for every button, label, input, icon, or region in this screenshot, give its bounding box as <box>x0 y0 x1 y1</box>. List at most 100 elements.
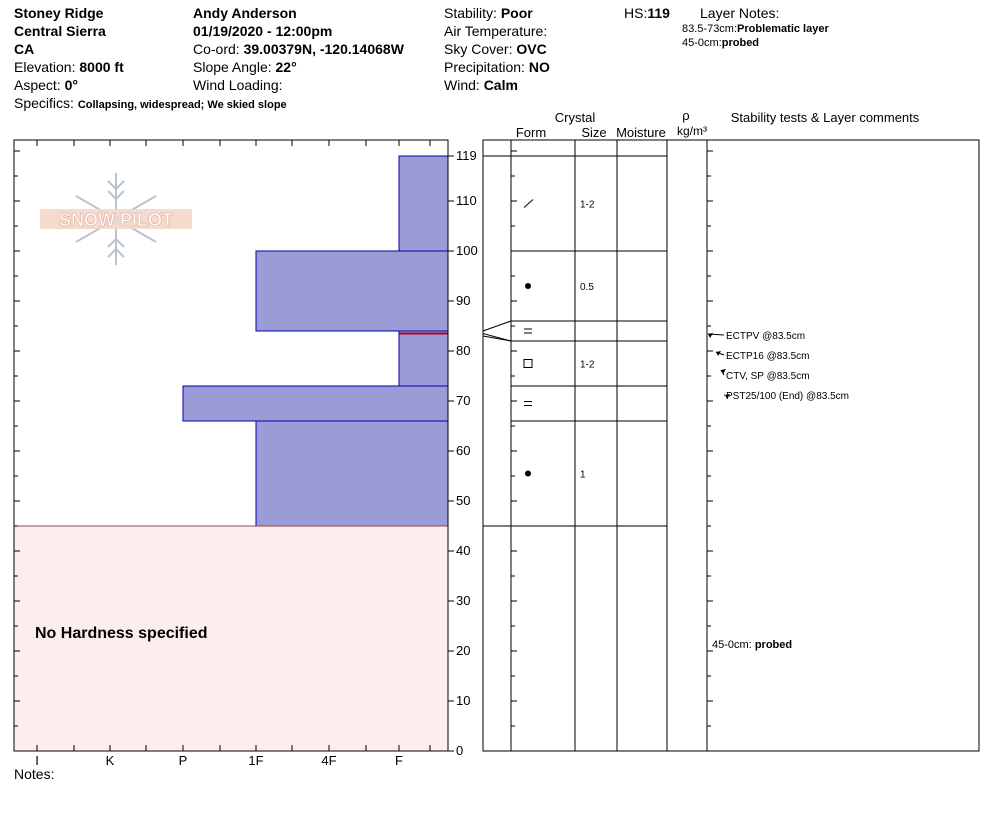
hardness-ticks <box>14 140 431 752</box>
coord-label: Co-ord: <box>193 41 240 57</box>
wind-loading: Wind Loading: <box>193 76 283 94</box>
depth-label: 80 <box>456 343 470 358</box>
hardness-scale-label: 1F <box>248 753 263 768</box>
layer-note-1: 83.5-73cm:Problematic layer <box>682 22 829 36</box>
hardness-layers <box>182 155 449 527</box>
aspect-label: Aspect: <box>14 77 61 93</box>
layer-comment-range: 45-0cm: <box>712 639 752 651</box>
stability-test-label: ECTP16 @83.5cm <box>726 351 810 362</box>
depth-label: 20 <box>456 643 470 658</box>
crystal-form-slash <box>523 199 534 208</box>
stability-label: Stability: <box>444 5 497 21</box>
hardness-layer <box>398 333 449 387</box>
sky-label: Sky Cover: <box>444 41 513 57</box>
elevation: Elevation: 8000 ft <box>14 58 124 76</box>
layer-note-range: 45-0cm: <box>682 37 722 49</box>
hardness-scale-label: I <box>35 753 39 768</box>
slope-angle: Slope Angle: 22° <box>193 58 297 76</box>
layer-note-text: Problematic layer <box>737 23 829 35</box>
depth-label: 110 <box>456 193 477 208</box>
precip-value: NO <box>528 59 550 75</box>
depth-label: 119 <box>456 148 477 163</box>
precipitation: Precipitation: NO <box>444 58 550 76</box>
crystal-size: 0.5 <box>580 282 594 293</box>
hardness-scale-label: K <box>106 753 115 768</box>
stability-test-label: PST25/100 (End) @83.5cm <box>726 391 849 402</box>
arrow-head-icon <box>725 394 730 399</box>
specifics: Specifics: Collapsing, widespread; We sk… <box>14 94 287 114</box>
hardness-chart-frame <box>13 139 449 752</box>
precip-label: Precipitation: <box>444 59 525 75</box>
hardness-layer <box>182 385 449 422</box>
depth-axis: 0 10 20 30 40 50 60 70 80 90 100 110 119 <box>448 148 478 758</box>
arrow-head-icon <box>721 369 726 374</box>
column-dividers <box>510 140 708 751</box>
air-temperature: Air Temperature: <box>444 22 547 40</box>
layer-note-text: probed <box>721 37 760 49</box>
layer-boundaries <box>482 155 667 527</box>
depth-label: 60 <box>456 443 470 458</box>
wind-label: Wind: <box>444 77 480 93</box>
depth-label: 10 <box>456 693 470 708</box>
rho-header: ρ <box>682 108 689 123</box>
depth-label: 90 <box>456 293 470 308</box>
datetime: 01/19/2020 - 12:00pm <box>193 23 333 39</box>
crystal-header: Crystal <box>555 110 596 125</box>
hardness-scale-label: 4F <box>321 753 336 768</box>
crystal-panel-frame <box>482 139 980 752</box>
arrow-head-icon <box>716 351 721 356</box>
stability-tests: ECTPV @83.5cm ECTP16 @83.5cm CTV, SP @83.5… <box>707 331 849 402</box>
aspect: Aspect: 0° <box>14 76 78 94</box>
hardness-scale-label: P <box>179 753 188 768</box>
depth-label: 70 <box>456 393 470 408</box>
logo-text: SNOW PILOT <box>59 210 173 230</box>
sky-cover: Sky Cover: OVC <box>444 40 547 58</box>
crystal-size: 1-2 <box>580 200 595 211</box>
wind: Wind: Calm <box>444 76 518 94</box>
layer-notes-label: Layer Notes: <box>700 5 780 21</box>
depth-label: 30 <box>456 593 470 608</box>
depth-label: 40 <box>456 543 470 558</box>
coord-value: 39.00379N, -120.14068W <box>243 41 404 57</box>
crystal-form-dot <box>525 283 531 289</box>
hs: HS:119 <box>624 4 670 22</box>
hardness-scale-labels: I K P 1F 4F F <box>35 753 403 768</box>
crystal-size: 1-2 <box>580 360 595 371</box>
depth-label: 100 <box>456 243 478 258</box>
elevation-value: 8000 ft <box>79 59 124 75</box>
layer-connector <box>482 320 512 332</box>
layer-note-2: 45-0cm:probed <box>682 36 759 50</box>
density-unit-header: kg/m³ <box>677 124 707 138</box>
crystal-forms: 1-2 0.5 1-2 1 <box>523 199 595 481</box>
hs-label: HS: <box>624 5 648 21</box>
wind-value: Calm <box>483 77 518 93</box>
hardness-scale-label: F <box>395 753 403 768</box>
layer-comment: 45-0cm: probed <box>712 639 792 651</box>
depth-label: 0 <box>456 743 463 758</box>
stability-value: Poor <box>500 5 533 21</box>
stability: Stability: Poor <box>444 4 533 22</box>
size-header: Size <box>581 125 606 140</box>
layer-connector <box>482 335 512 342</box>
stability-test-label: CTV, SP @83.5cm <box>726 371 810 382</box>
sky-value: OVC <box>516 41 547 57</box>
depth-label: 50 <box>456 493 470 508</box>
aspect-value: 0° <box>64 77 78 93</box>
crystal-form-dot <box>525 470 531 477</box>
stability-test-label: ECTPV @83.5cm <box>726 331 805 342</box>
coordinates: Co-ord: 39.00379N, -120.14068W <box>193 40 404 58</box>
state-name: CA <box>14 41 35 57</box>
crystal-panel-ticks <box>511 150 713 752</box>
hardness-layer <box>398 155 449 252</box>
slope-value: 22° <box>275 59 297 75</box>
notes-label: Notes: <box>14 766 55 782</box>
specifics-label: Specifics: <box>14 95 74 111</box>
hardness-layer <box>255 250 449 332</box>
specifics-value: Collapsing, widespread; We skied slope <box>77 99 287 111</box>
layer-note-range: 83.5-73cm: <box>682 23 738 35</box>
no-hardness-text: No Hardness specified <box>35 625 208 642</box>
no-hardness-area <box>13 525 449 752</box>
stability-comments-header: Stability tests & Layer comments <box>731 110 920 125</box>
moisture-header: Moisture <box>616 125 666 140</box>
